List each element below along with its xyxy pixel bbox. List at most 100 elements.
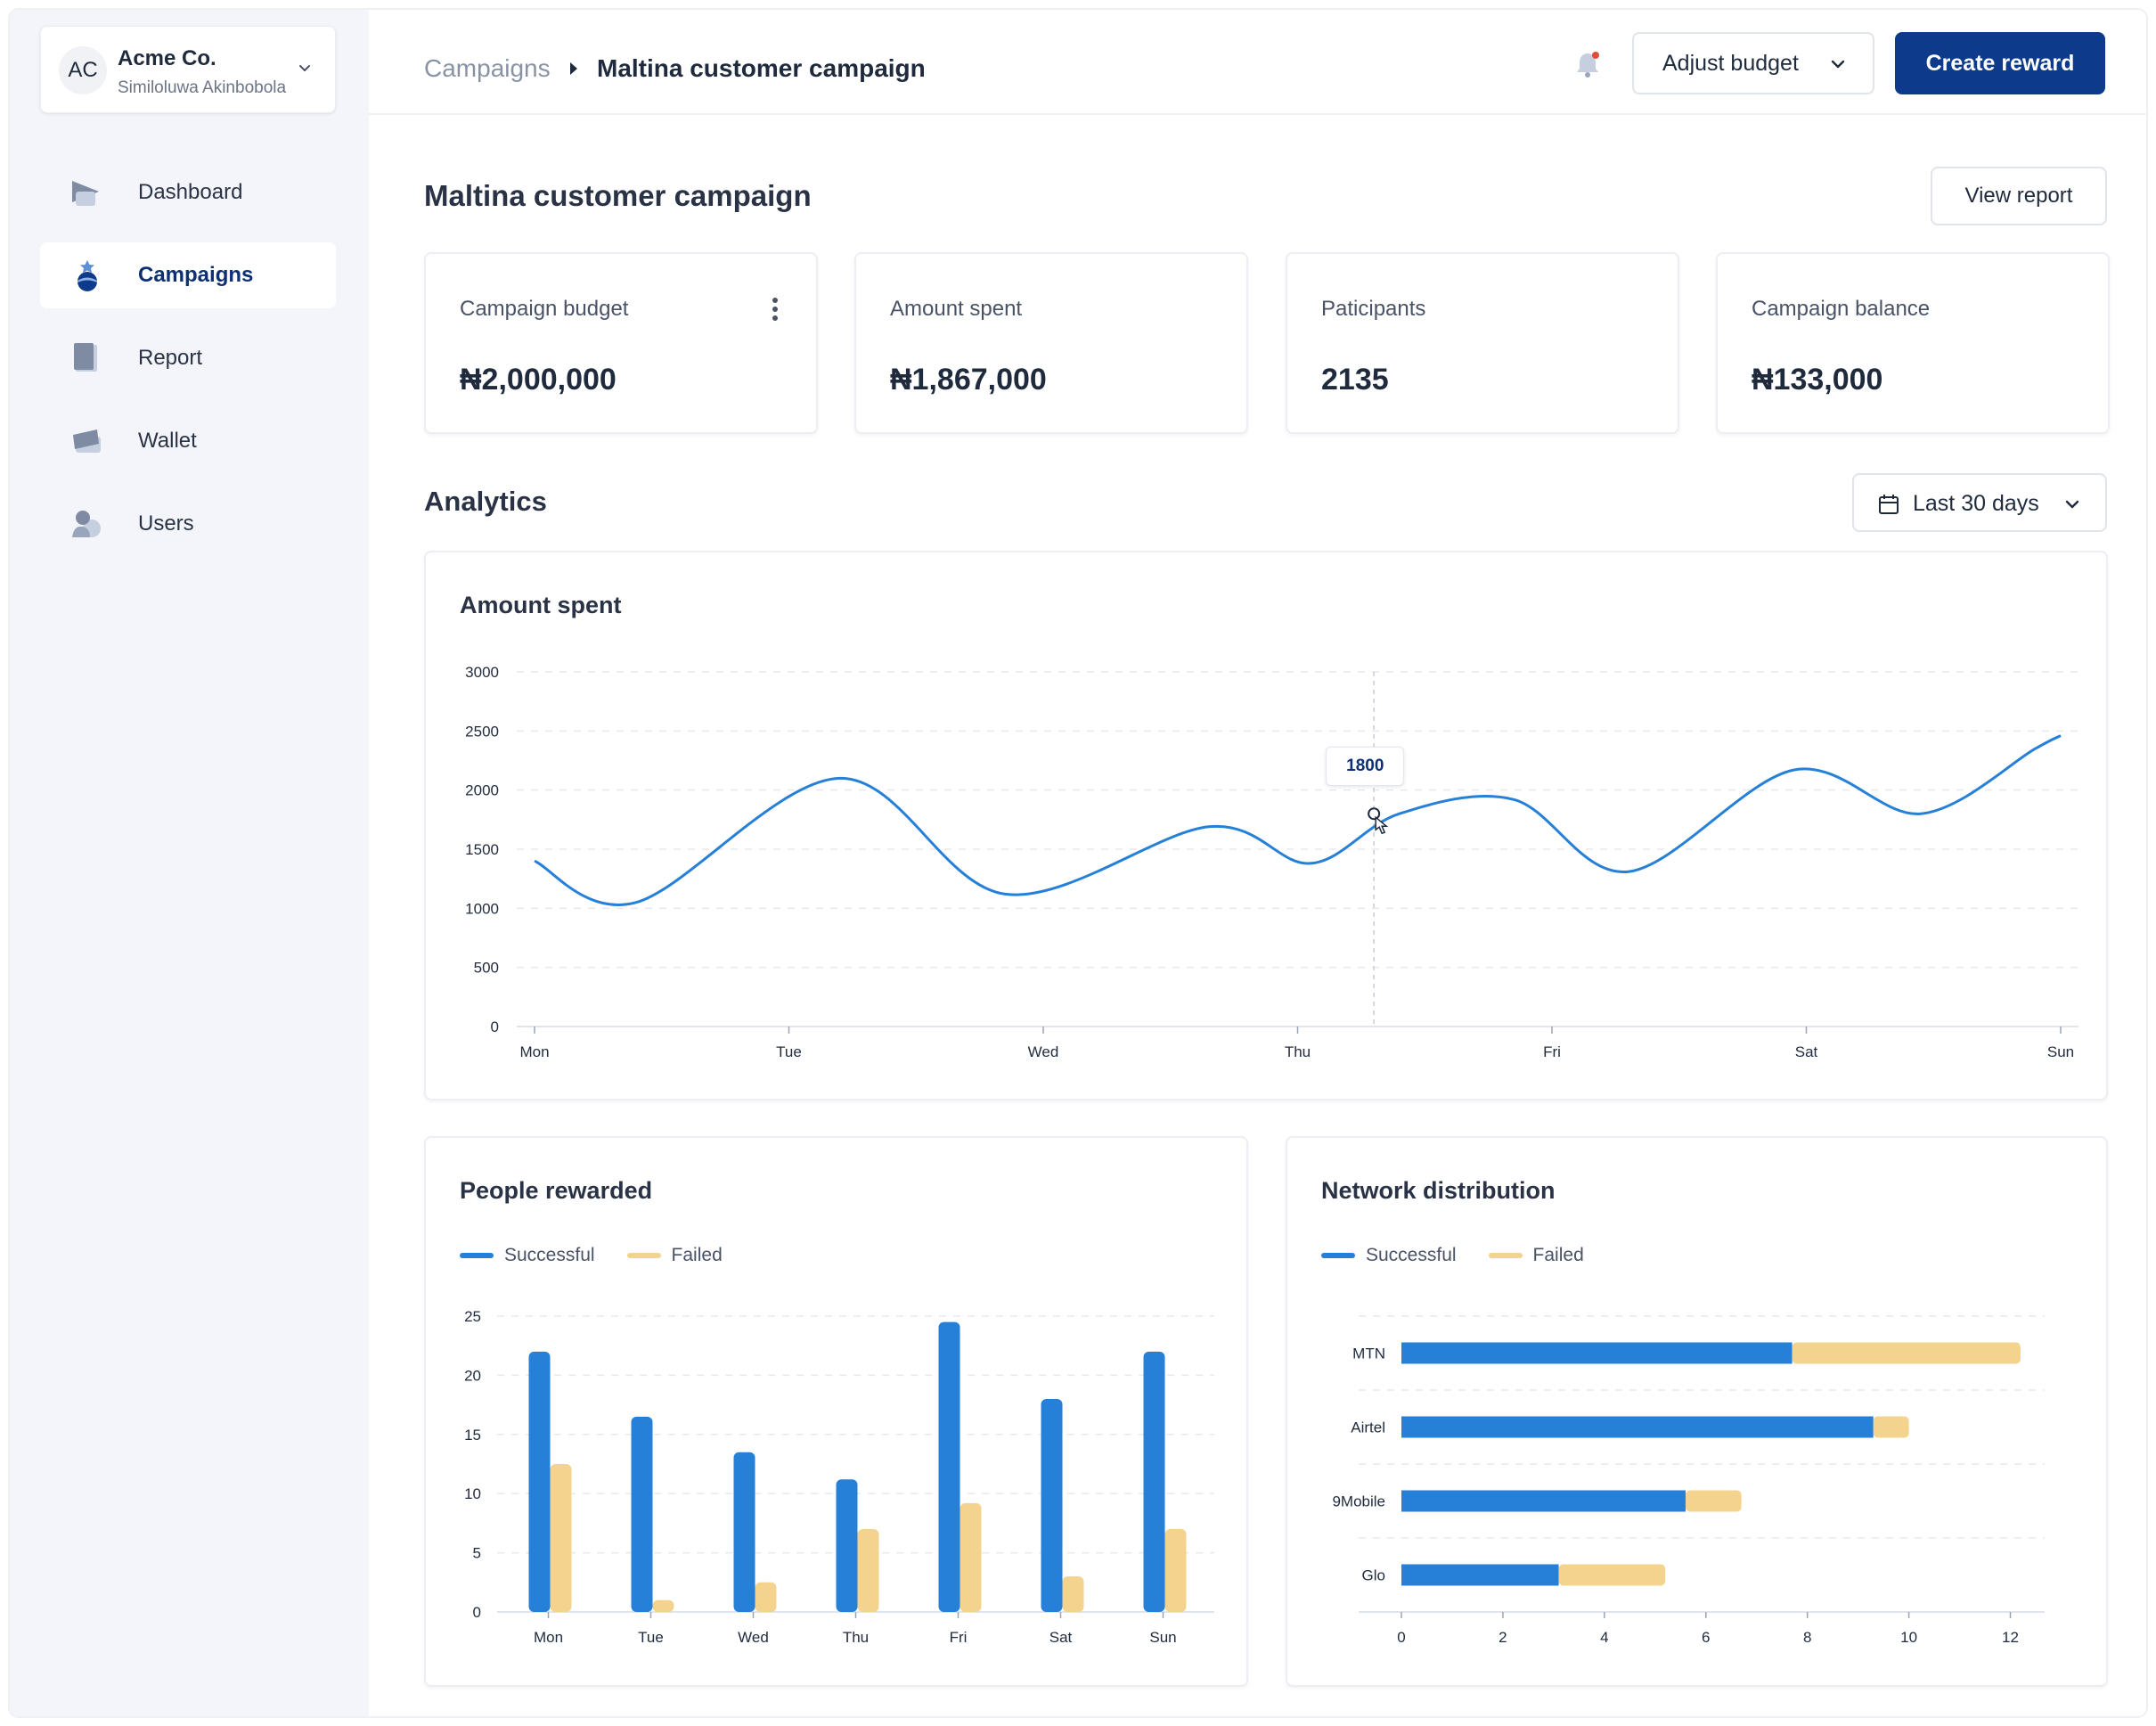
- users-icon: [72, 511, 101, 537]
- page-title: Maltina customer campaign: [424, 179, 812, 212]
- bar-failed: [1558, 1564, 1666, 1586]
- stat-card-participants: Paticipants 2135: [1286, 252, 1679, 434]
- stat-label: Amount spent: [890, 297, 1023, 321]
- bar-successful: [1401, 1564, 1559, 1586]
- stat-label: Campaign budget: [460, 297, 629, 321]
- y-tick-label: Glo: [1362, 1567, 1385, 1584]
- legend-successful: Successful: [460, 1245, 595, 1266]
- adjust-budget-button[interactable]: Adjust budget: [1632, 32, 1874, 94]
- sidebar-item-label: Campaigns: [138, 263, 254, 287]
- x-tick-label: Sat: [1049, 1629, 1073, 1646]
- people-rewarded-chart: People rewarded Successful Failed 0 5 10 15…: [424, 1136, 1248, 1687]
- report-icon: [74, 343, 97, 372]
- y-tick-label: 0: [473, 1604, 481, 1621]
- view-report-button[interactable]: View report: [1931, 167, 2107, 225]
- y-tick-label: Airtel: [1351, 1419, 1385, 1436]
- x-tick-label: 2: [1499, 1629, 1507, 1646]
- chart-legend: Successful Failed: [460, 1245, 755, 1266]
- analytics-title: Analytics: [424, 486, 547, 517]
- legend-successful: Successful: [1321, 1245, 1457, 1266]
- breadcrumb-campaigns-link[interactable]: Campaigns: [424, 54, 551, 82]
- y-tick-label: MTN: [1352, 1346, 1385, 1362]
- pointer-cursor-icon: [1375, 815, 1389, 835]
- network-distribution-chart: Network distribution Successful Failed M…: [1286, 1136, 2108, 1687]
- date-range-value: Last 30 days: [1913, 491, 2039, 516]
- bar-failed: [1792, 1342, 2021, 1364]
- stat-card-budget: Campaign budget ₦2,000,000: [424, 252, 818, 434]
- y-tick-label: 5: [473, 1545, 481, 1562]
- bar-successful: [1401, 1416, 1874, 1438]
- chart-tooltip: 1800: [1326, 747, 1405, 787]
- org-name: Acme Co.: [118, 46, 216, 70]
- sidebar-item-wallet[interactable]: Wallet: [40, 408, 336, 474]
- wallet-icon: [73, 429, 101, 453]
- bar-failed: [550, 1464, 572, 1612]
- y-tick-label: 3000: [465, 664, 499, 681]
- y-tick-label: 15: [464, 1427, 481, 1444]
- stat-label: Paticipants: [1321, 297, 1426, 321]
- sidebar-item-label: Users: [138, 511, 194, 536]
- x-tick-label: Wed: [1028, 1043, 1059, 1060]
- sidebar-item-label: Report: [138, 346, 203, 370]
- x-tick-label: 4: [1600, 1629, 1608, 1646]
- chart-title: Amount spent: [460, 592, 622, 618]
- bar-failed: [1164, 1529, 1187, 1612]
- more-vertical-icon[interactable]: [772, 297, 779, 322]
- sidebar-item-campaigns[interactable]: Campaigns: [40, 242, 336, 308]
- y-tick-label: 0: [491, 1018, 499, 1035]
- org-avatar: AC: [59, 46, 107, 94]
- legend-label: Failed: [671, 1245, 723, 1265]
- chevron-down-icon[interactable]: [294, 57, 315, 78]
- sidebar-item-users[interactable]: Users: [40, 491, 336, 557]
- bell-icon[interactable]: [1572, 49, 1604, 81]
- legend-failed: Failed: [1488, 1245, 1584, 1266]
- x-tick-label: Wed: [738, 1629, 769, 1646]
- stat-card-balance: Campaign balance ₦133,000: [1716, 252, 2110, 434]
- x-tick-label: Fri: [950, 1629, 968, 1646]
- sidebar-item-label: Wallet: [138, 429, 197, 453]
- x-tick-label: Thu: [843, 1629, 869, 1646]
- date-range-select[interactable]: Last 30 days: [1852, 473, 2107, 532]
- bar-failed: [1062, 1576, 1084, 1612]
- x-tick-label: Fri: [1543, 1043, 1561, 1060]
- legend-label: Failed: [1532, 1245, 1584, 1265]
- sidebar-item-report[interactable]: Report: [40, 325, 336, 391]
- bar-failed: [755, 1582, 777, 1612]
- notification-dot: [1592, 52, 1599, 59]
- bar-failed: [1685, 1490, 1742, 1512]
- bar-successful: [631, 1416, 653, 1612]
- horizontal-bar-chart-canvas: MTN Airtel 9Mobile Glo 0 2 4 6 8 10 12: [1332, 1315, 2045, 1646]
- create-reward-button[interactable]: Create reward: [1895, 32, 2105, 94]
- y-tick-label: 500: [474, 960, 499, 977]
- x-tick-label: Tue: [776, 1043, 802, 1060]
- campaigns-icon: [78, 260, 97, 291]
- bar-failed: [652, 1599, 674, 1612]
- org-switcher[interactable]: AC Acme Co. Similoluwa Akinbobola: [40, 26, 336, 113]
- y-tick-label: 10: [464, 1485, 481, 1502]
- bar-successful: [938, 1321, 960, 1612]
- stat-value: ₦1,867,000: [890, 363, 1047, 397]
- legend-label: Successful: [1366, 1245, 1457, 1265]
- x-tick-label: Sun: [1149, 1629, 1176, 1646]
- bar-successful: [1401, 1342, 1793, 1364]
- data-point-marker: [1368, 807, 1381, 821]
- y-tick-label: 20: [464, 1367, 481, 1384]
- x-tick-label: Tue: [638, 1629, 664, 1646]
- stat-card-amount-spent: Amount spent ₦1,867,000: [854, 252, 1248, 434]
- chart-title: Network distribution: [1321, 1177, 1556, 1204]
- stat-label: Campaign balance: [1752, 297, 1931, 321]
- x-tick-label: 0: [1397, 1629, 1405, 1646]
- stat-value: ₦133,000: [1752, 363, 1883, 397]
- sidebar-item-dashboard[interactable]: Dashboard: [40, 160, 336, 225]
- bar-successful: [836, 1479, 858, 1612]
- stat-value: 2135: [1321, 363, 1389, 397]
- bar-failed: [960, 1502, 982, 1612]
- x-tick-label: 8: [1803, 1629, 1811, 1646]
- x-tick-label: 10: [1900, 1629, 1917, 1646]
- y-tick-label: 25: [464, 1308, 481, 1325]
- y-tick-label: 1500: [465, 841, 499, 858]
- stat-value: ₦2,000,000: [460, 363, 617, 397]
- y-tick-label: 2500: [465, 723, 499, 740]
- x-tick-label: 12: [2002, 1629, 2019, 1646]
- x-tick-label: Sat: [1795, 1043, 1818, 1060]
